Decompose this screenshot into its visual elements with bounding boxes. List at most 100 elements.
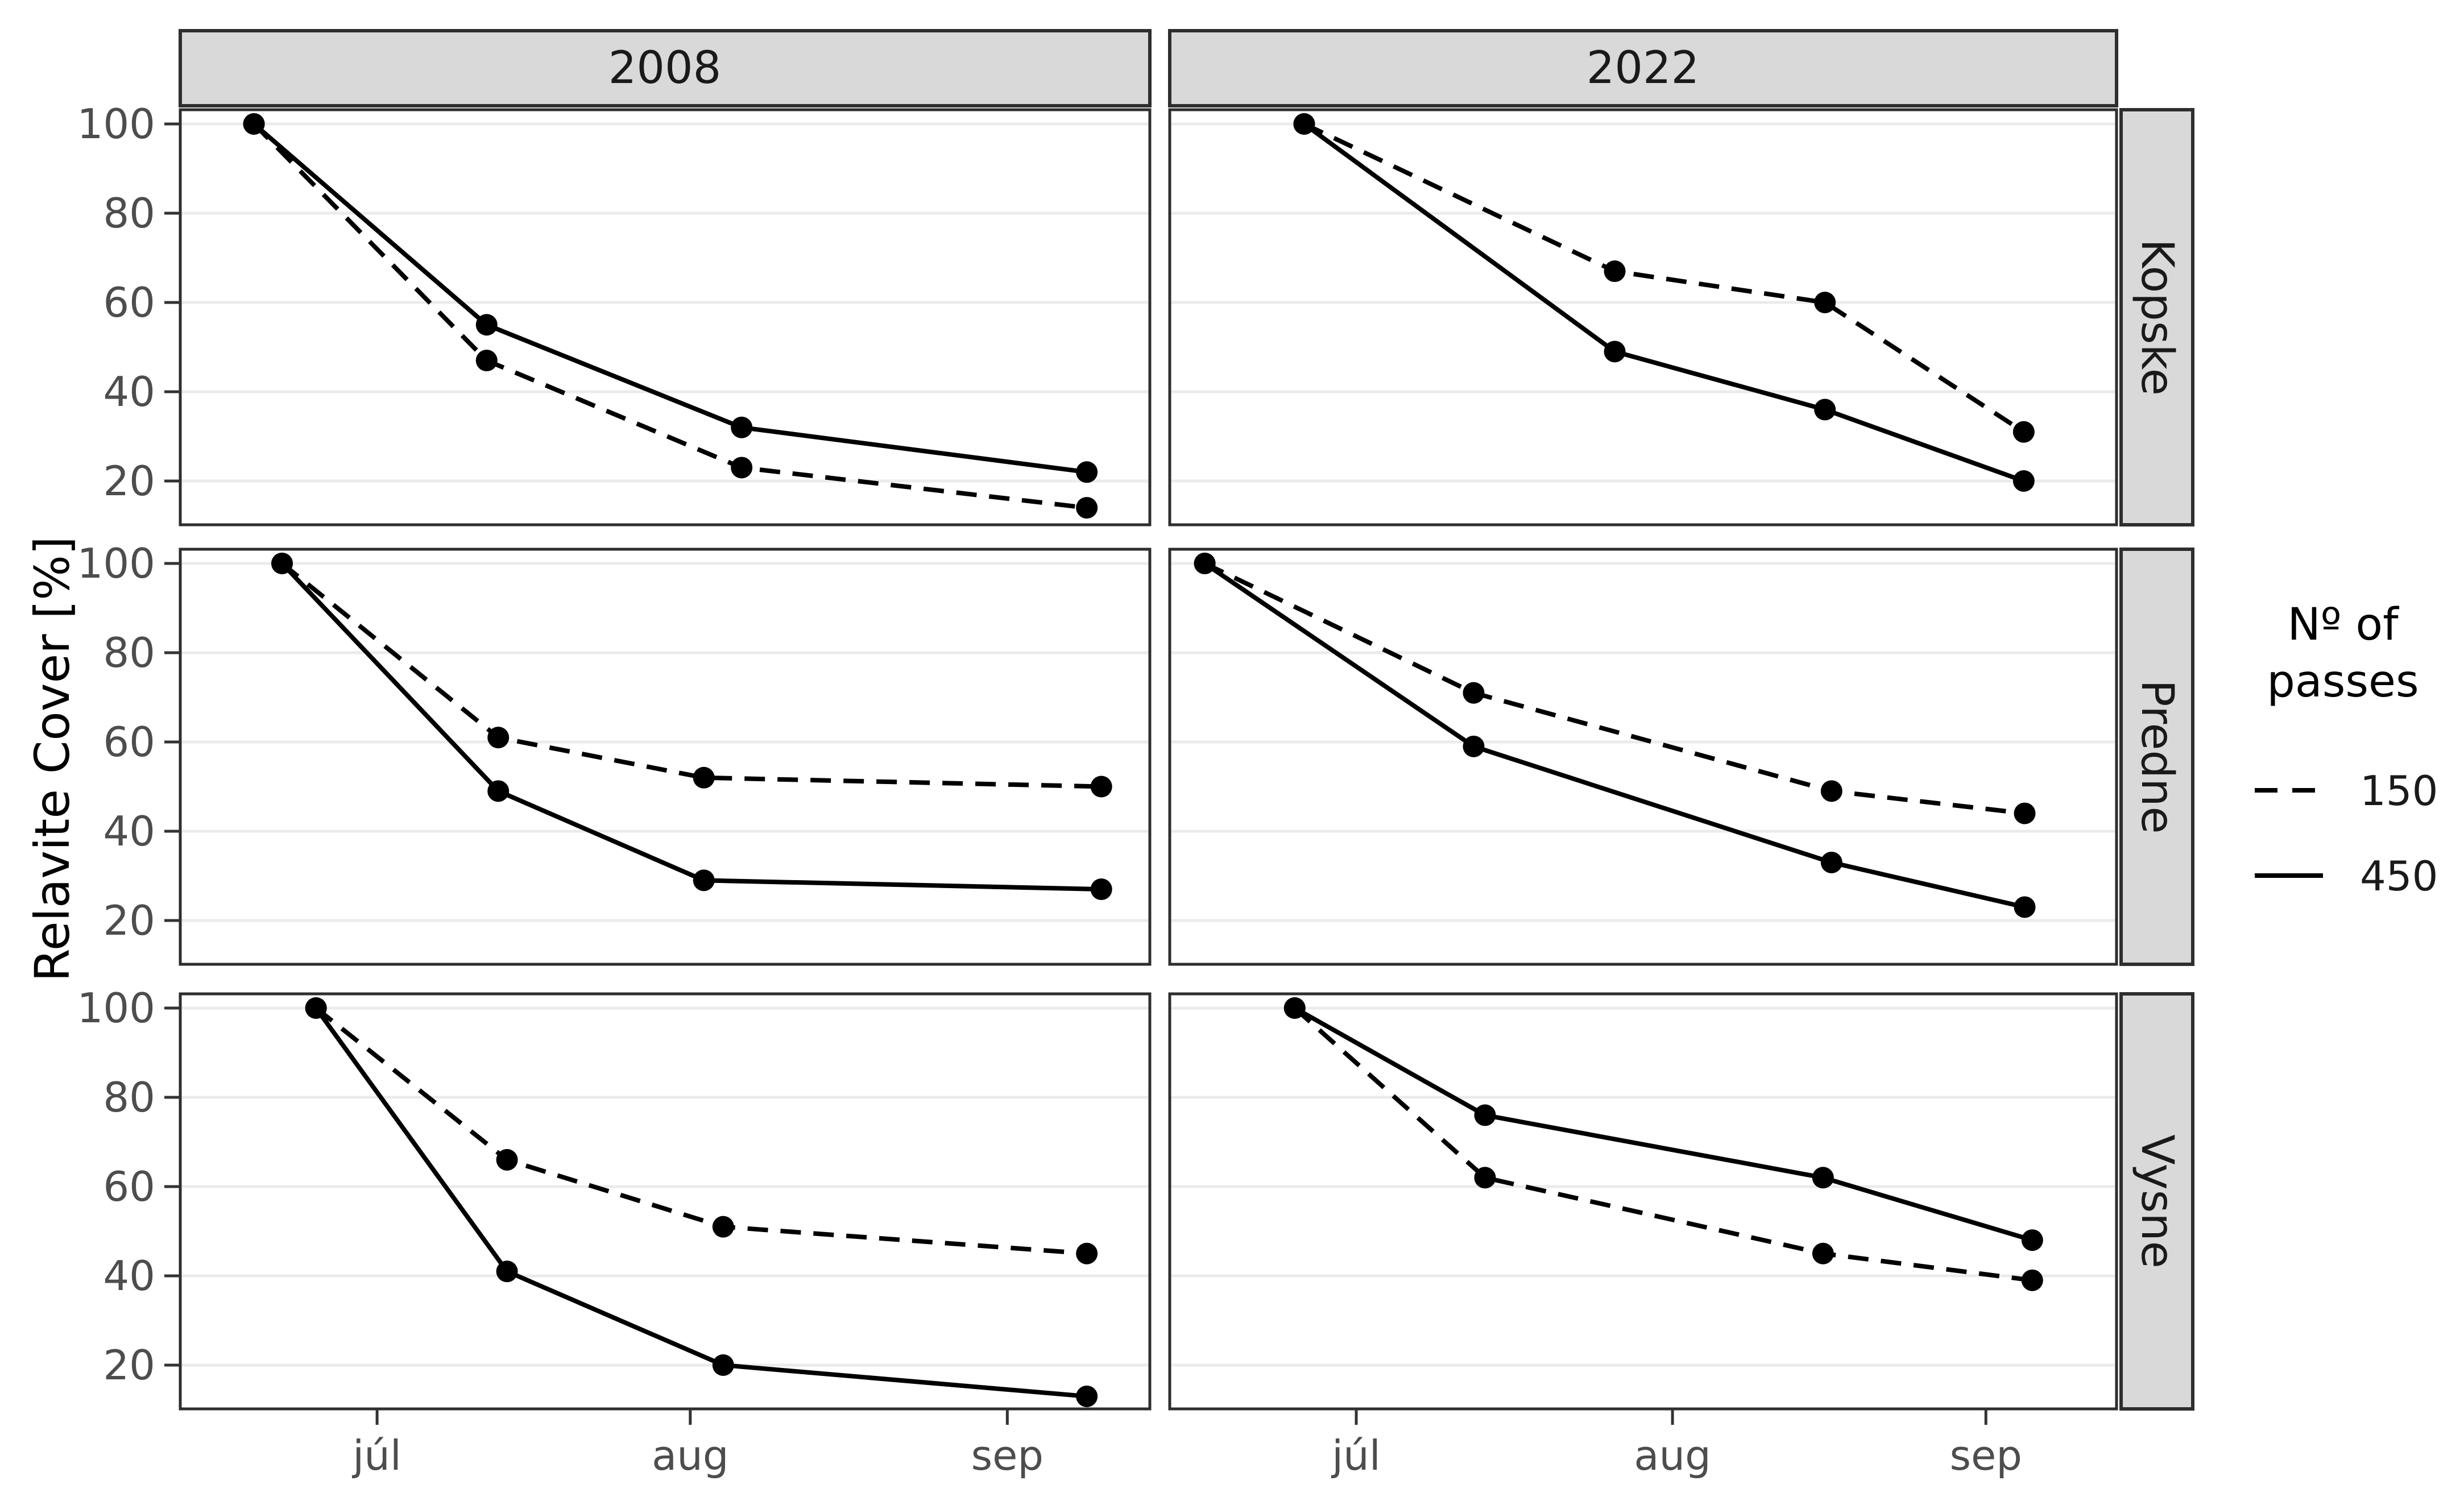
facet-strip-kopske	[2119, 108, 2194, 526]
data-point-150-2008-Kopske	[1076, 497, 1098, 519]
series-line-150-2022-Vysne	[1293, 1006, 2033, 1283]
facet-strip-label-kopske: Kopske	[2131, 239, 2183, 396]
data-point-450-2008-Kopske	[243, 113, 265, 135]
panels-layer: 100 80 60 40 20 100 80 60 40 20 100 80 60 40 20 júl aug s…	[77, 100, 2118, 1479]
facet-strip-2008	[179, 29, 1152, 107]
data-point-450-2022-Kopske	[1604, 341, 1626, 363]
data-point-450-2022-Kopske	[1814, 399, 1836, 421]
data-point-450-2022-Predne	[1194, 553, 1216, 574]
y-tick-label: 80	[103, 629, 155, 677]
data-point-450-2022-Vysne	[2021, 1229, 2043, 1251]
x-tick-label: aug	[1634, 1432, 1711, 1479]
y-tick-label: 100	[77, 100, 155, 148]
panel-border-2022-Kopske	[1168, 108, 2118, 526]
y-tick-label: 40	[103, 807, 155, 855]
series-line-150-2022-Predne	[1203, 561, 2025, 816]
data-point-450-2022-Kopske	[2012, 470, 2035, 492]
facet-strip-label-vysne: Vysne	[2131, 1134, 2183, 1268]
data-point-450-2022-Predne	[2014, 896, 2036, 918]
data-point-450-2008-Predne	[487, 780, 510, 802]
series-line-450-2022-Vysne	[1293, 1006, 2033, 1243]
panel-background-2008-Predne	[180, 549, 1150, 964]
panel-border-2008-Kopske	[179, 108, 1152, 526]
x-tick-label: júl	[1331, 1432, 1381, 1479]
x-tick-label: sep	[1949, 1432, 2022, 1479]
data-point-150-2022-Predne	[2014, 802, 2036, 824]
data-point-150-2022-Vysne	[1474, 1167, 1496, 1189]
series-line-450-2008-Vysne	[314, 1006, 1087, 1399]
panel-background-2008-Kopske	[180, 110, 1150, 525]
data-point-450-2008-Vysne	[1076, 1385, 1098, 1407]
panel-border-2008-Predne	[179, 548, 1152, 966]
data-point-450-2008-Kopske	[731, 416, 753, 438]
y-tick-label: 60	[103, 718, 155, 766]
y-axis-title: Relavite Cover [%]	[24, 536, 80, 981]
data-point-150-2022-Kopske	[2012, 421, 2035, 443]
legend-label-450: 450	[2360, 852, 2438, 900]
panel-background-2022-Vysne	[1170, 994, 2117, 1409]
data-point-150-2008-Predne	[487, 727, 510, 749]
panel-border-2022-Predne	[1168, 548, 2118, 966]
facet-strip-label-predne: Predne	[2131, 680, 2183, 834]
series-line-450-2008-Kopske	[252, 122, 1087, 475]
y-tick-label: 40	[103, 368, 155, 416]
data-point-150-2008-Vysne	[712, 1216, 734, 1238]
y-tick-label: 60	[103, 1163, 155, 1210]
data-point-450-2008-Kopske	[475, 314, 498, 336]
y-tick-label: 60	[103, 279, 155, 326]
legend-label-150: 150	[2360, 767, 2438, 815]
series-line-450-2022-Predne	[1203, 561, 2026, 910]
data-point-150-2022-Predne	[1463, 682, 1485, 704]
data-point-150-2008-Vysne	[1076, 1242, 1098, 1264]
series-line-150-2008-Kopske	[252, 122, 1087, 511]
series-line-450-2008-Predne	[280, 562, 1101, 892]
data-point-450-2008-Predne	[1090, 878, 1112, 901]
data-point-150-2008-Predne	[1090, 776, 1112, 798]
data-point-150-2008-Kopske	[475, 350, 498, 372]
y-tick-label: 40	[103, 1252, 155, 1300]
data-point-450-2008-Predne	[271, 553, 293, 574]
facet-strip-2022	[1168, 29, 2118, 107]
facet-strip-predne	[2119, 548, 2194, 966]
data-point-450-2008-Kopske	[1076, 461, 1098, 483]
data-point-150-2022-Vysne	[2021, 1269, 2043, 1291]
data-point-150-2008-Vysne	[496, 1148, 518, 1171]
data-point-450-2022-Vysne	[1283, 997, 1306, 1019]
facet-strip-label-2022: 2022	[1587, 43, 1700, 94]
panel-border-2022-Vysne	[1168, 992, 2118, 1411]
legend-title-line2: passes	[2267, 656, 2419, 707]
data-point-150-2022-Predne	[1820, 780, 1842, 802]
y-tick-label: 100	[77, 984, 155, 1032]
y-tick-label: 20	[103, 897, 155, 944]
data-point-450-2022-Vysne	[1474, 1104, 1496, 1126]
panel-border-2008-Vysne	[179, 992, 1152, 1411]
data-point-150-2022-Kopske	[1814, 292, 1836, 313]
y-tick-label: 100	[77, 540, 155, 587]
data-point-450-2008-Vysne	[712, 1354, 734, 1376]
facet-strip-vysne	[2119, 992, 2194, 1411]
data-point-450-2022-Vysne	[1812, 1167, 1834, 1189]
facet-row-strips: Kopske Predne Vysne	[2119, 108, 2194, 1411]
series-line-150-2008-Predne	[280, 561, 1101, 789]
data-point-150-2022-Vysne	[1812, 1242, 1834, 1264]
data-point-450-2008-Vysne	[305, 997, 327, 1019]
legend-title-line1: Nº of	[2287, 599, 2399, 650]
facet-strip-label-2008: 2008	[608, 43, 722, 94]
panel-background-2022-Predne	[1170, 549, 2117, 964]
data-point-450-2022-Kopske	[1293, 113, 1315, 135]
data-point-150-2008-Kopske	[731, 457, 753, 479]
y-tick-label: 20	[103, 1341, 155, 1389]
legend: Nº of passes 150 450	[2255, 599, 2438, 900]
y-tick-label: 80	[103, 1073, 155, 1121]
panel-background-2008-Vysne	[180, 994, 1150, 1409]
data-point-150-2022-Kopske	[1604, 260, 1626, 283]
y-tick-label: 20	[103, 457, 155, 505]
data-point-450-2022-Predne	[1463, 735, 1485, 757]
series-line-150-2022-Kopske	[1303, 122, 2026, 434]
data-point-450-2008-Vysne	[496, 1260, 518, 1283]
data-point-150-2008-Predne	[693, 766, 715, 789]
series-line-450-2022-Kopske	[1303, 122, 2025, 483]
data-point-450-2022-Predne	[1820, 851, 1842, 873]
